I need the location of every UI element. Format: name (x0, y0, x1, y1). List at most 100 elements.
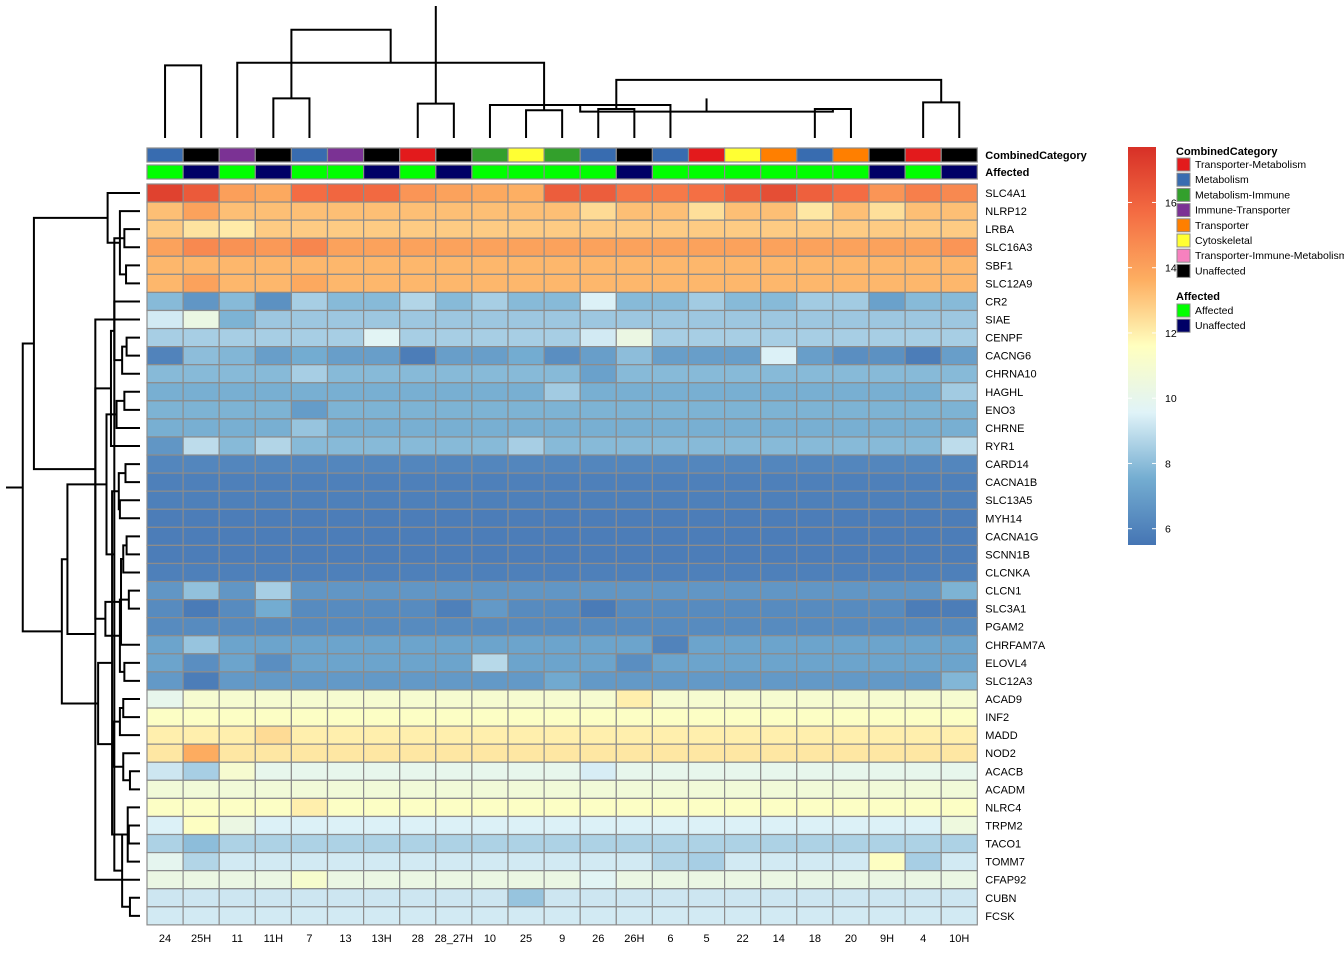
heatmap-cell (760, 815, 798, 836)
column-label: 11 (232, 933, 243, 945)
heatmap-cell (218, 743, 256, 763)
heatmap-cell (615, 906, 653, 926)
heatmap-cell (832, 526, 870, 547)
heatmap-cell (326, 291, 365, 312)
heatmap-cell (615, 761, 653, 781)
heatmap-cell (218, 201, 256, 221)
heatmap-cell (760, 851, 798, 872)
color-scale-label: 10 (1165, 393, 1177, 405)
heatmap-cell (651, 201, 690, 221)
heatmap-cell (254, 851, 293, 872)
heatmap-cell (507, 580, 545, 601)
heatmap-cell (254, 454, 293, 474)
heatmap-cell (254, 490, 293, 510)
heatmap-cell (651, 743, 690, 763)
heatmap-cell (254, 707, 293, 727)
annotation-cell (615, 164, 653, 180)
heatmap-cell (832, 183, 870, 203)
heatmap-cell (182, 255, 220, 275)
heatmap-cell (363, 508, 401, 528)
heatmap-cell (904, 617, 942, 637)
heatmap-cell (399, 851, 437, 872)
heatmap-cell (218, 364, 256, 384)
heatmap-cell (904, 201, 942, 221)
heatmap-cell (760, 906, 798, 926)
heatmap-cell (399, 346, 437, 366)
heatmap-cell (832, 237, 870, 257)
heatmap-cell (615, 309, 653, 330)
heatmap-cell (435, 833, 473, 854)
heatmap-cell (254, 364, 293, 384)
heatmap-cell (687, 707, 726, 727)
row-label: SCNN1B (985, 549, 1030, 561)
heatmap-cell (471, 707, 509, 727)
dendrogram-branch (122, 752, 140, 782)
heatmap-cell (471, 761, 509, 781)
heatmap-cell (760, 508, 798, 528)
heatmap-cell (146, 327, 184, 348)
heatmap-cell (651, 436, 690, 456)
heatmap-cell (687, 454, 726, 474)
heatmap-cell (832, 635, 870, 655)
row-label: CHRFAM7A (985, 640, 1046, 652)
heatmap-cell (290, 454, 329, 474)
heatmap-cell (868, 544, 906, 565)
heatmap-cell (904, 436, 942, 456)
column-label: 28 (412, 933, 424, 945)
category-legend: CombinedCategory Transporter-Metabolism M… (1176, 146, 1344, 278)
heatmap-cell (471, 870, 509, 890)
heatmap-cell (218, 833, 256, 854)
heatmap-cell (651, 364, 690, 384)
heatmap-cell (435, 653, 473, 673)
heatmap-cell (543, 833, 581, 854)
heatmap-cell (471, 725, 509, 745)
heatmap-cell (326, 382, 365, 402)
heatmap-cell (363, 436, 401, 456)
annotation-cell (218, 164, 256, 180)
heatmap-cell (326, 653, 365, 673)
heatmap-cell (543, 725, 581, 745)
heatmap-cell (868, 797, 906, 818)
heatmap-cell (579, 906, 617, 926)
heatmap-cell (218, 779, 256, 799)
heatmap-cell (579, 309, 617, 330)
heatmap-cell (940, 653, 978, 673)
heatmap-cell (579, 237, 617, 257)
heatmap-cell (904, 635, 942, 655)
heatmap-cell (796, 725, 834, 745)
row-label: CACNA1B (985, 477, 1037, 489)
annotation-cell (146, 164, 184, 180)
heatmap-cell (218, 418, 256, 438)
column-label: 9H (880, 933, 894, 945)
heatmap-cell (723, 309, 762, 330)
heatmap-cell (615, 635, 653, 655)
heatmap-cell (615, 870, 653, 890)
heatmap-cell (543, 544, 581, 565)
heatmap-cell (507, 508, 545, 528)
heatmap-cell (363, 400, 401, 420)
heatmap-cell (290, 201, 329, 221)
heatmap-cell (832, 327, 870, 348)
heatmap-cell (904, 508, 942, 528)
heatmap-cell (723, 400, 762, 420)
heatmap-cell (435, 291, 473, 312)
heatmap-cell (290, 617, 329, 637)
heatmap-cell (182, 309, 220, 330)
color-scale-label: 6 (1165, 524, 1171, 536)
heatmap-cell (760, 671, 798, 691)
heatmap-cell (254, 400, 293, 420)
heatmap-cell (723, 183, 762, 203)
heatmap-cell (868, 815, 906, 836)
heatmap-cell (363, 201, 401, 221)
heatmap-cell (615, 689, 653, 709)
heatmap-cell (471, 237, 509, 257)
heatmap-cell (651, 309, 690, 330)
heatmap-cell (868, 255, 906, 275)
heatmap-cell (904, 671, 942, 691)
heatmap-cell (543, 707, 581, 727)
heatmap-cell (796, 635, 834, 655)
heatmap-cell (399, 201, 437, 221)
heatmap-cell (651, 526, 690, 547)
heatmap-cell (579, 707, 617, 727)
heatmap-cell (760, 183, 798, 203)
